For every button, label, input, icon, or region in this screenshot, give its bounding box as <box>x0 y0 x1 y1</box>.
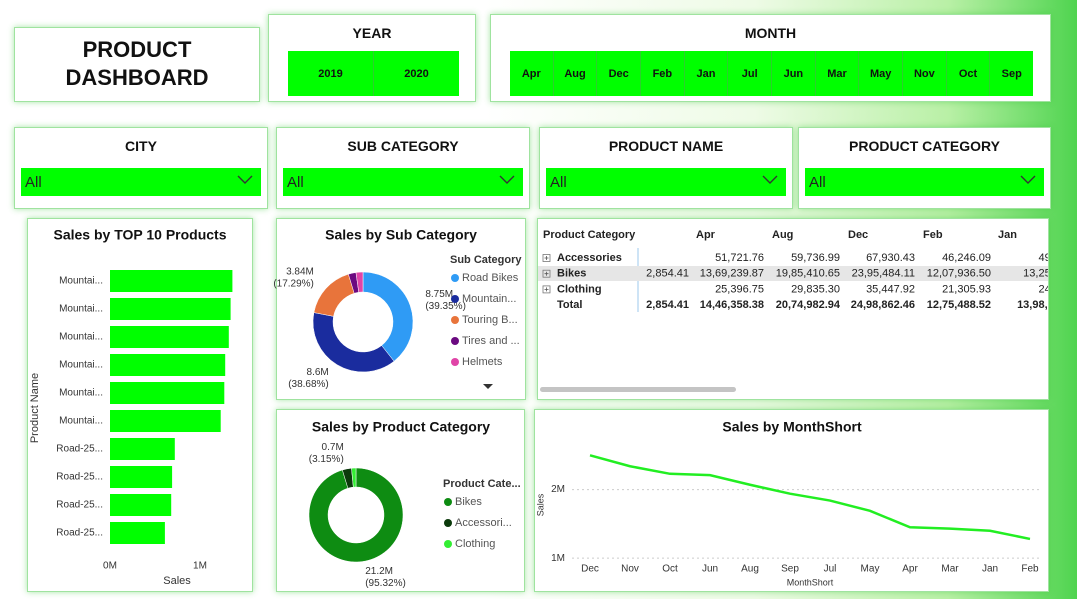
dropdown-title: PRODUCT CATEGORY <box>849 138 1000 154</box>
chevron-path <box>499 175 515 184</box>
dropdown-box[interactable]: All <box>546 168 786 196</box>
month-button[interactable]: Apr <box>510 51 554 96</box>
dropdown-panel: PRODUCT CATEGORY All <box>798 127 1051 209</box>
month-button[interactable]: Jun <box>772 51 816 96</box>
dropdown-value: All <box>809 174 826 191</box>
dropdown-box[interactable]: All <box>805 168 1044 196</box>
month-button[interactable]: Mar <box>816 51 860 96</box>
matrix-panel <box>537 218 1049 400</box>
dropdown-panel: PRODUCT NAME All <box>539 127 793 209</box>
title-line: DASHBOARD <box>65 65 209 90</box>
chevron <box>762 175 778 184</box>
dropdown-panel: CITY All <box>14 127 268 209</box>
year-button[interactable]: 2019 <box>288 51 374 96</box>
dropdown-box[interactable]: All <box>21 168 261 196</box>
dropdown-value: All <box>287 174 304 191</box>
bar-panel <box>27 218 253 592</box>
chevron-path <box>237 175 253 184</box>
chevron <box>499 175 515 184</box>
slicer-title: MONTH <box>744 25 797 41</box>
dropdown-panel: SUB CATEGORY All <box>276 127 530 209</box>
chevron <box>237 175 253 184</box>
month-button[interactable]: Sep <box>1001 67 1022 80</box>
year-slicer: YEAR 2019 2020 <box>268 14 476 102</box>
chevron-path <box>762 175 778 184</box>
month-button[interactable]: Aug <box>554 51 598 96</box>
title-panel: PRODUCT DASHBOARD <box>14 27 260 102</box>
month-slicer: MONTH Apr Aug Dec Feb Jan Jul Jun Mar May Nov Oct S… <box>490 14 1051 102</box>
subcat-panel <box>276 218 526 400</box>
month-button[interactable]: May <box>859 51 904 96</box>
dropdown-value: All <box>550 174 567 191</box>
prodcat-panel <box>276 409 525 592</box>
month-button[interactable]: Dec <box>597 51 642 96</box>
slicer-items: Apr Aug Dec Feb Jan Jul Jun Mar May Nov Oct Sep <box>510 51 1033 96</box>
title-line: PRODUCT <box>82 37 192 62</box>
dropdown-box[interactable]: All <box>283 168 523 196</box>
chevron-path <box>1020 175 1036 184</box>
dropdown-value: All <box>25 174 42 191</box>
month-button[interactable]: Feb <box>641 51 685 96</box>
dropdown-title: PRODUCT NAME <box>608 138 724 154</box>
dropdown-title: CITY <box>125 138 157 154</box>
month-button[interactable]: Oct <box>947 51 991 96</box>
year-button[interactable]: 2020 <box>404 67 429 80</box>
line-panel <box>534 409 1049 592</box>
dropdown-title: SUB CATEGORY <box>347 138 459 154</box>
dashboard-title: PRODUCT DASHBOARD <box>15 36 259 92</box>
month-button[interactable]: Jul <box>728 51 773 96</box>
month-button[interactable]: Nov <box>903 51 947 96</box>
slicer-title: YEAR <box>352 25 392 41</box>
month-button[interactable]: Jan <box>685 51 729 96</box>
slicer-items: 2019 2020 <box>288 51 459 96</box>
chevron <box>1020 175 1036 184</box>
